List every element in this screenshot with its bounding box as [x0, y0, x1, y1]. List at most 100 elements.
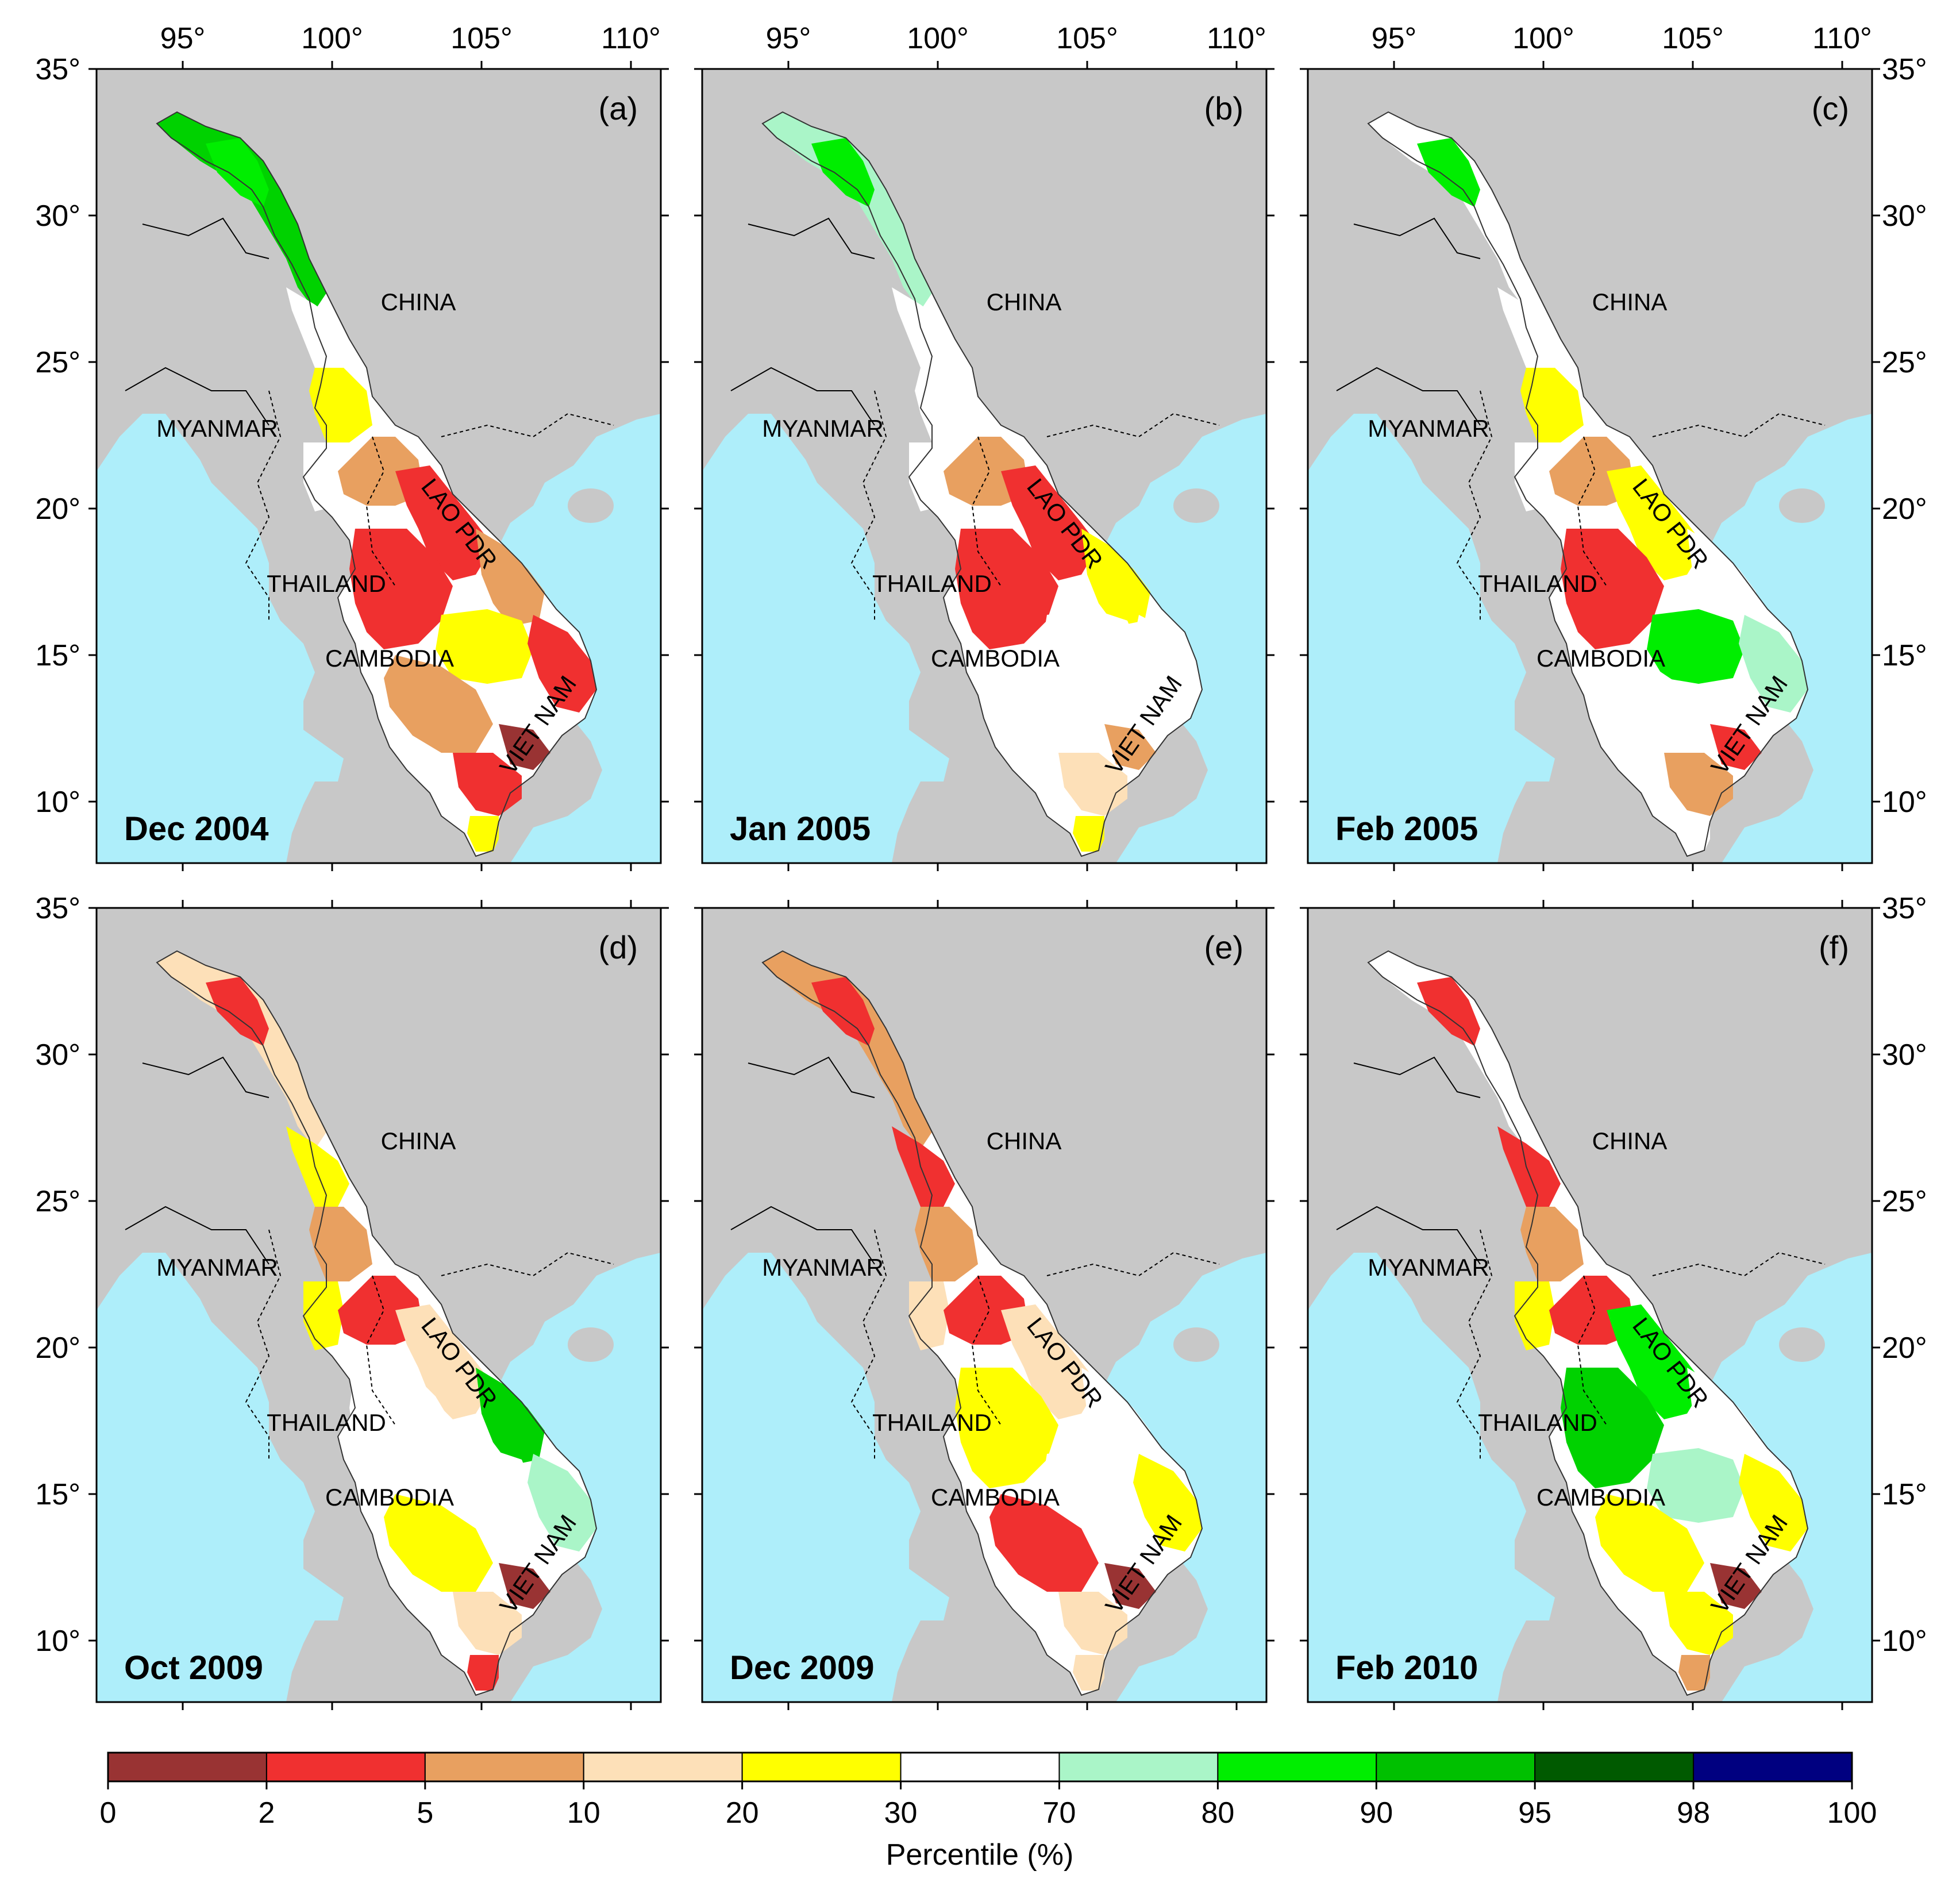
- panel-letter: (a): [599, 90, 638, 126]
- latitude-label: 35°: [35, 892, 80, 925]
- zone-cambodia-s: [1595, 655, 1704, 753]
- latitude-label: 25°: [1882, 346, 1927, 379]
- zone-west-upper: [909, 442, 949, 511]
- longitude-label: 95°: [766, 22, 811, 55]
- longitude-label: 110°: [1207, 22, 1266, 55]
- longitude-label: 105°: [450, 22, 513, 55]
- zone-west-upper: [303, 442, 344, 511]
- zone-yunnan: [286, 1126, 349, 1207]
- zone-tibet-source: [811, 977, 875, 1046]
- zone-vietnam-hl: [1133, 615, 1202, 713]
- zone-vietnam-hl: [1133, 1454, 1202, 1552]
- colorbar-tick-label: 90: [1360, 1796, 1393, 1830]
- panel-date: Oct 2009: [124, 1649, 263, 1687]
- panel-letter: (c): [1812, 90, 1849, 126]
- zone-south-laos: [476, 529, 545, 626]
- latitude-label: 20°: [1882, 1331, 1927, 1365]
- panel-date: Dec 2009: [730, 1649, 875, 1687]
- colorbar-tick-label: 30: [884, 1796, 918, 1830]
- panel-frame: [95, 907, 662, 1703]
- zone-vietnam-hl: [1739, 615, 1808, 713]
- longitude-label: 110°: [1812, 22, 1872, 55]
- latitude-label: 35°: [1882, 53, 1927, 86]
- country-border: [1652, 1252, 1826, 1277]
- zone-tibet-source: [811, 138, 875, 207]
- country-border: [125, 1206, 269, 1265]
- panel-frame: [95, 68, 662, 864]
- colorbar-tick-label: 100: [1827, 1796, 1877, 1830]
- colorbar-tick-label: 20: [726, 1796, 759, 1830]
- colorbar-swatch: [1693, 1752, 1853, 1782]
- zone-south-laos: [1687, 529, 1756, 626]
- zone-delta-tip: [1073, 1655, 1104, 1691]
- country-label-china: CHINA: [1592, 1127, 1668, 1154]
- zone-yunnan: [892, 1126, 955, 1207]
- hainan-island: [1779, 1327, 1825, 1362]
- zone-thai-plateau: [1561, 529, 1664, 649]
- country-label-china: CHINA: [381, 288, 456, 315]
- colorbar-swatch: [1058, 1752, 1219, 1782]
- zone-thai-plateau: [349, 529, 453, 649]
- panel-date: Feb 2005: [1335, 810, 1478, 848]
- country-border: [365, 436, 396, 587]
- country-label-thailand: THAILAND: [1478, 1409, 1597, 1436]
- zone-cambodia-n: [1647, 1448, 1745, 1523]
- zone-south-laos: [476, 1368, 545, 1465]
- zone-west-upper: [1515, 442, 1555, 511]
- panel-letter: (e): [1204, 929, 1243, 965]
- zone-west-upper: [303, 1281, 344, 1350]
- country-border: [441, 1252, 614, 1277]
- zone-tibet-source: [1417, 977, 1480, 1046]
- colorbar-tick-label: 80: [1201, 1796, 1234, 1830]
- country-label-cambodia: CAMBODIA: [325, 645, 454, 672]
- zone-yunnan: [1497, 1126, 1561, 1207]
- zone-cambodia-s: [384, 1494, 493, 1592]
- latitude-label: 10°: [35, 1624, 80, 1658]
- country-label-cambodia: CAMBODIA: [1537, 1484, 1665, 1511]
- zone-cambodia-s: [989, 655, 1099, 753]
- latitude-label: 25°: [1882, 1185, 1927, 1218]
- latitude-label: 35°: [1882, 892, 1927, 925]
- panel-frame: [701, 907, 1268, 1703]
- country-border: [1456, 390, 1493, 621]
- country-border: [730, 1206, 875, 1265]
- colorbar-swatch: [900, 1752, 1060, 1782]
- latitude-axis-right: 35° 30° 25° 20° 15° 10° 35° 30° 25° 20° 15° 10°: [1882, 53, 1927, 1658]
- country-border: [245, 390, 282, 621]
- country-border: [1336, 1206, 1481, 1265]
- zone-west-upper: [1515, 1281, 1555, 1350]
- country-label-thailand: THAILAND: [872, 570, 992, 597]
- country-border: [1652, 413, 1826, 438]
- latitude-label: 10°: [1882, 1624, 1927, 1658]
- country-label-thailand: THAILAND: [267, 1409, 386, 1436]
- country-border: [142, 217, 269, 259]
- latitude-label: 30°: [1882, 199, 1927, 233]
- zone-vietnam-hl: [1739, 1454, 1808, 1552]
- zone-delta-tip: [467, 1655, 499, 1691]
- latitude-label: 10°: [35, 786, 80, 819]
- zone-delta-tip: [1073, 816, 1104, 852]
- hainan-island: [568, 1327, 614, 1362]
- country-label-china: CHINA: [381, 1127, 456, 1154]
- zone-thai-plateau: [1561, 1368, 1664, 1488]
- country-border: [1456, 1229, 1493, 1460]
- zone-tibet-source: [206, 138, 269, 207]
- latitude-label: 30°: [1882, 1038, 1927, 1072]
- zone-hotspot: [1710, 724, 1762, 770]
- zone-hotspot: [1104, 724, 1156, 770]
- country-border: [1353, 1056, 1481, 1098]
- colorbar-swatch: [1534, 1752, 1695, 1782]
- country-border: [1046, 413, 1220, 438]
- zone-delta-tip: [1678, 1655, 1710, 1691]
- latitude-label: 25°: [35, 346, 80, 379]
- zone-delta: [1058, 753, 1127, 816]
- country-border: [142, 1056, 269, 1098]
- longitude-label: 95°: [160, 22, 206, 55]
- colorbar-tick-label: 0: [100, 1796, 117, 1830]
- percentile-colorbar: 0 2 5 10 20 30 70 80 90 95 98 100: [100, 1751, 1877, 1830]
- zone-yunnan: [286, 287, 349, 368]
